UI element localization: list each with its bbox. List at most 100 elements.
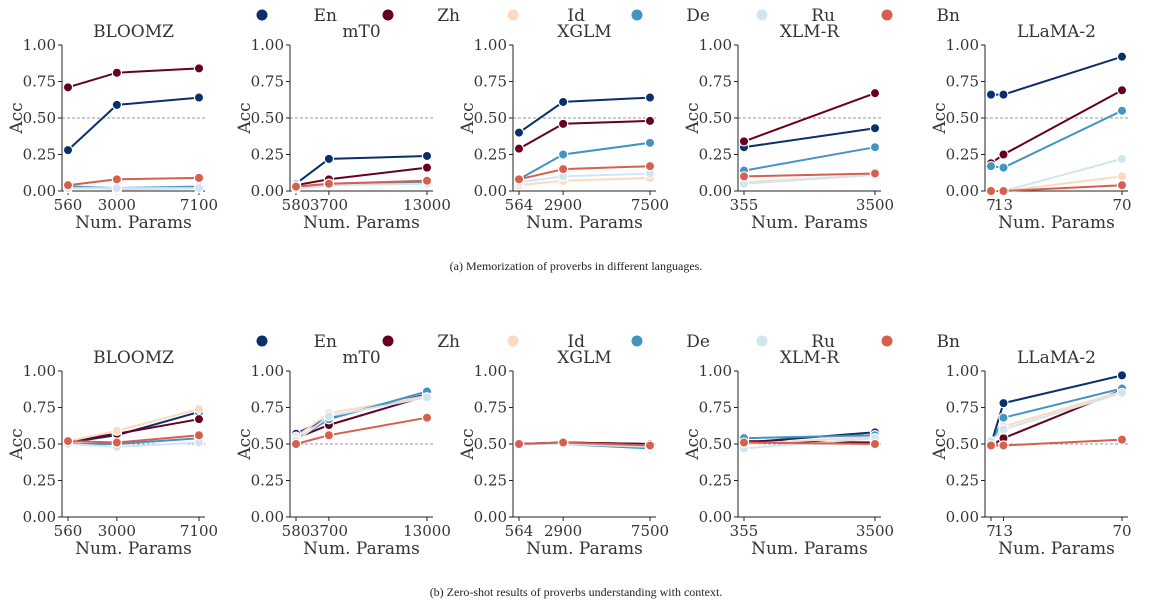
data-point-de — [644, 137, 656, 149]
x-tick-label: 564 — [505, 522, 534, 540]
series-line-zh — [743, 440, 876, 444]
subfigure-b: En Zh Id De Ru Bn BLOOMZ 0.00 0.25 0.50 0.75 1.00 56… — [7, 332, 1132, 599]
x-axis-title: Num. Params — [998, 539, 1115, 559]
legend-label-zh: Zh — [437, 6, 460, 26]
y-tick-label: 1.00 — [23, 362, 56, 380]
x-axis-title: Num. Params — [75, 213, 192, 233]
y-tick-label: 0.00 — [474, 182, 507, 200]
data-point-bn — [557, 437, 569, 448]
y-tick-label: 0.00 — [251, 508, 284, 526]
data-point-ru — [1116, 153, 1128, 165]
y-axis-title: Acc — [683, 428, 703, 460]
data-point-zh — [557, 118, 569, 130]
panel-mt0: mT0 0.00 0.25 0.50 0.75 1.00 580 3700 13000Num. … — [235, 348, 451, 559]
data-point-de — [869, 141, 881, 153]
y-tick-label: 0.25 — [23, 146, 56, 164]
panel-xglm: XGLM 0.00 0.25 0.50 0.75 1.00 564 2900 7500Num. … — [458, 348, 669, 559]
y-axis-title: Acc — [235, 428, 255, 460]
series-line-en — [67, 96, 200, 151]
panel-mt0: mT0 0.00 0.25 0.50 0.75 1.00 580 3700 13000Num. … — [235, 22, 451, 233]
y-tick-label: 0.50 — [251, 109, 284, 127]
y-tick-label: 0.50 — [946, 435, 979, 453]
y-tick-label: 1.00 — [946, 36, 979, 54]
y-tick-label: 0.75 — [699, 73, 732, 91]
series-line-de — [743, 434, 876, 440]
data-point-bn — [111, 437, 123, 448]
data-point-bn — [62, 435, 74, 447]
y-tick-label: 1.00 — [251, 362, 284, 380]
data-point-bn — [738, 437, 750, 448]
data-point-zh — [193, 413, 205, 425]
y-axis-title: Acc — [458, 102, 478, 134]
x-tick-label: 7100 — [180, 196, 218, 214]
y-axis-title: Acc — [930, 102, 950, 134]
y-tick-label: 0.50 — [23, 109, 56, 127]
data-point-bn — [644, 440, 656, 451]
data-point-zh — [644, 115, 656, 127]
series-line-en — [518, 96, 651, 134]
x-tick-label: 3700 — [310, 196, 348, 214]
data-point-bn — [513, 174, 525, 185]
data-point-de — [998, 412, 1009, 423]
subfigure-a: En Zh Id De Ru Bn BLOOMZ 0.00 0.25 0.50 0.75 1.00 56… — [7, 6, 1132, 273]
series-line-bn — [743, 172, 876, 178]
x-tick-label: 13 — [994, 522, 1013, 540]
data-point-bn — [290, 438, 302, 450]
y-tick-label: 0.75 — [474, 73, 507, 91]
x-tick-label: 564 — [505, 196, 534, 214]
x-tick-label: 560 — [54, 196, 83, 214]
panel-xglm: XGLM 0.00 0.25 0.50 0.75 1.00 564 2900 7500Num. … — [458, 22, 669, 233]
panel-bloomz: BLOOMZ 0.00 0.25 0.50 0.75 1.00 560 3000 7100Num… — [7, 348, 218, 559]
series-line-ru — [295, 396, 428, 442]
x-tick-label: 13000 — [403, 522, 451, 540]
y-tick-label: 0.50 — [474, 109, 507, 127]
x-tick-label: 560 — [54, 522, 83, 540]
panel-title: BLOOMZ — [93, 348, 174, 368]
panel-title: mT0 — [342, 22, 380, 42]
series-line-de — [743, 146, 876, 172]
y-axis-title: Acc — [235, 102, 255, 134]
data-point-bn — [323, 178, 335, 189]
y-tick-label: 0.75 — [699, 399, 732, 417]
legend: En Zh Id De Ru Bn — [256, 332, 960, 352]
data-point-bn — [193, 172, 205, 184]
legend-marker-de — [631, 9, 643, 21]
x-tick-label: 7500 — [631, 196, 669, 214]
y-tick-label: 0.50 — [699, 109, 732, 127]
data-point-en — [111, 99, 123, 111]
figure-caption: (b) Zero-shot results of proverbs unders… — [430, 585, 723, 599]
y-axis-title: Acc — [930, 428, 950, 460]
data-point-bn — [985, 185, 997, 197]
series-line-bn — [743, 441, 876, 445]
data-point-bn — [869, 168, 881, 179]
y-tick-label: 1.00 — [23, 36, 56, 54]
data-point-en — [513, 127, 525, 138]
y-tick-label: 1.00 — [474, 36, 507, 54]
y-tick-label: 0.25 — [251, 146, 284, 164]
data-point-zh — [421, 162, 433, 173]
panel-title: XLM-R — [780, 348, 841, 368]
data-point-zh — [869, 87, 881, 99]
x-tick-label: 13 — [994, 196, 1013, 214]
x-tick-label: 7500 — [631, 522, 669, 540]
y-tick-label: 1.00 — [699, 362, 732, 380]
series-line-zh — [990, 89, 1123, 165]
data-point-de — [1116, 105, 1128, 116]
x-axis-title: Num. Params — [998, 213, 1115, 233]
panel-title: XGLM — [557, 348, 611, 368]
series-line-ru — [743, 173, 876, 185]
data-point-bn — [644, 160, 656, 172]
data-point-id — [111, 425, 123, 437]
y-tick-label: 1.00 — [474, 362, 507, 380]
legend-label-en: En — [314, 6, 337, 26]
data-point-bn — [998, 185, 1009, 197]
y-tick-label: 0.25 — [699, 146, 732, 164]
x-tick-label: 7100 — [180, 522, 218, 540]
x-tick-label: 7 — [986, 196, 996, 214]
data-point-zh — [62, 82, 74, 93]
data-point-ru — [193, 182, 205, 194]
legend-label-ru: Ru — [811, 332, 835, 352]
legend-label-en: En — [314, 332, 337, 352]
series-line-en — [990, 374, 1123, 445]
data-point-bn — [998, 440, 1009, 451]
